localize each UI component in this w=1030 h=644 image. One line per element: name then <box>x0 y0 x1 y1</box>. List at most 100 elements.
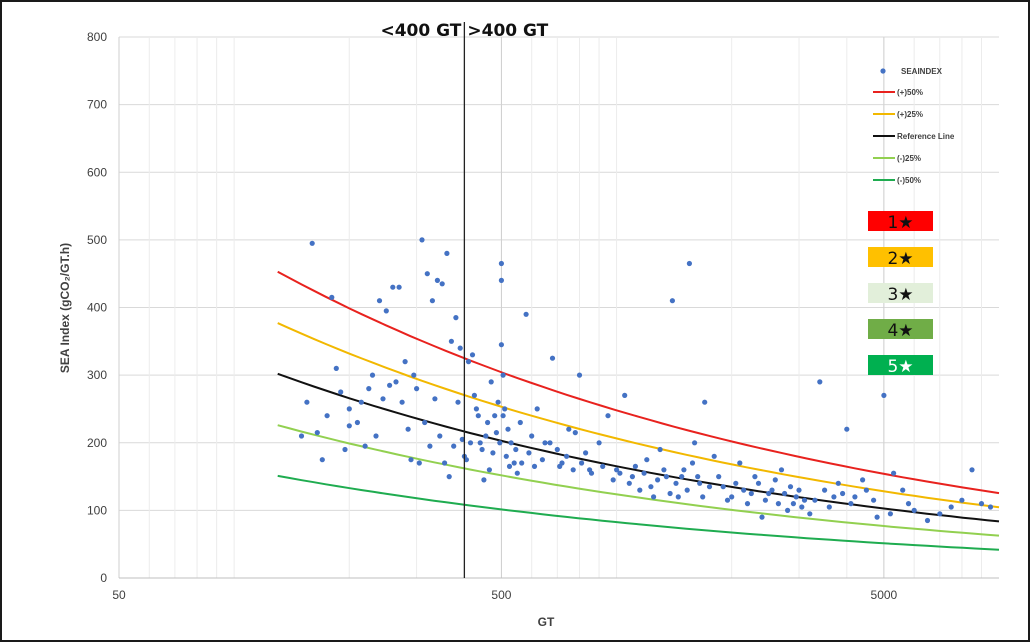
data-point <box>881 392 887 398</box>
data-point <box>637 487 643 493</box>
x-tick-label: 500 <box>491 588 511 602</box>
data-point <box>673 480 679 486</box>
data-point <box>570 467 576 473</box>
data-point <box>835 480 841 486</box>
data-point <box>402 359 408 365</box>
data-point <box>549 355 556 361</box>
data-point <box>346 406 352 412</box>
data-point <box>493 430 499 436</box>
data-point <box>485 419 491 426</box>
data-point <box>681 467 687 473</box>
data-point <box>399 399 405 405</box>
data-point <box>362 443 368 449</box>
data-point <box>617 470 623 476</box>
data-point <box>686 260 693 267</box>
data-point <box>844 426 850 432</box>
data-point <box>626 480 632 486</box>
data-point <box>481 477 487 483</box>
data-point <box>572 430 578 436</box>
data-point <box>807 511 813 517</box>
data-point <box>576 372 583 378</box>
data-point <box>689 460 696 466</box>
data-point <box>314 430 320 436</box>
data-point <box>498 277 504 283</box>
data-point <box>663 474 670 480</box>
data-point <box>790 501 797 507</box>
data-point <box>479 446 485 453</box>
data-point <box>453 315 459 321</box>
data-point <box>769 487 775 493</box>
data-point <box>333 365 339 371</box>
data-point <box>679 474 685 480</box>
data-point <box>785 507 791 513</box>
data-point <box>648 484 654 490</box>
data-point <box>422 419 428 426</box>
data-point <box>782 490 788 497</box>
rating-label: 2★ <box>887 249 913 269</box>
data-point <box>629 474 636 480</box>
data-point <box>852 494 858 500</box>
data-point <box>383 308 389 314</box>
data-point <box>667 490 673 497</box>
data-point <box>817 379 823 385</box>
data-point <box>566 426 572 432</box>
rating-boxes: 1★ 2★ 3★ 4★ 5★ <box>868 211 933 377</box>
data-point <box>342 446 348 453</box>
data-point <box>737 460 743 466</box>
axes: 0 100 200 300 400 500 600 700 800 50 500 5000 <box>87 30 999 602</box>
data-point <box>622 392 628 398</box>
data-point <box>937 511 943 517</box>
data-point <box>519 460 525 466</box>
data-point <box>338 389 344 395</box>
curve--25- <box>277 322 1000 509</box>
x-tick-label: 50 <box>112 588 126 602</box>
y-tick-label: 600 <box>87 165 107 179</box>
data-point <box>498 260 504 267</box>
y-tick-label: 200 <box>87 436 107 450</box>
annotation-above-400: >400 GT <box>467 21 548 41</box>
data-point <box>444 250 450 256</box>
data-point <box>610 477 616 483</box>
curve--50- <box>277 270 1000 495</box>
rating-box <box>868 355 933 375</box>
data-point <box>497 440 503 446</box>
y-tick-label: 100 <box>87 503 107 517</box>
y-axis-label: SEA Index (gCO₂/GT.h) <box>58 243 72 373</box>
rating-box <box>868 211 933 231</box>
data-point <box>448 338 454 344</box>
data-point <box>531 463 538 469</box>
data-point <box>787 484 794 490</box>
data-point <box>465 359 472 365</box>
data-point <box>614 467 620 473</box>
data-point <box>959 497 965 503</box>
data-point <box>874 514 880 520</box>
legend-label: (-)50% <box>897 176 921 185</box>
legend: SEAINDEX (+)50% (+)25% Reference Line (-)25%… <box>873 67 955 185</box>
data-point <box>500 413 506 419</box>
data-point <box>669 298 676 304</box>
data-point <box>831 494 837 500</box>
data-point <box>419 237 425 243</box>
rating-label: 1★ <box>887 213 913 233</box>
legend-label: (-)25% <box>897 154 921 163</box>
data-point <box>429 298 435 304</box>
data-point <box>483 433 489 439</box>
data-point <box>346 423 352 429</box>
data-point <box>427 443 433 449</box>
data-point <box>432 396 438 402</box>
rating-box <box>868 283 933 303</box>
data-point <box>871 497 877 503</box>
data-point <box>459 436 465 442</box>
data-point <box>911 507 917 513</box>
data-point <box>376 298 383 304</box>
data-point <box>801 497 808 503</box>
data-point <box>424 271 430 277</box>
data-point <box>564 453 570 459</box>
data-point <box>748 490 754 497</box>
data-point <box>924 517 931 524</box>
curves <box>277 270 1000 551</box>
data-point <box>373 433 379 439</box>
data-point <box>434 277 440 283</box>
data-point <box>905 501 912 507</box>
